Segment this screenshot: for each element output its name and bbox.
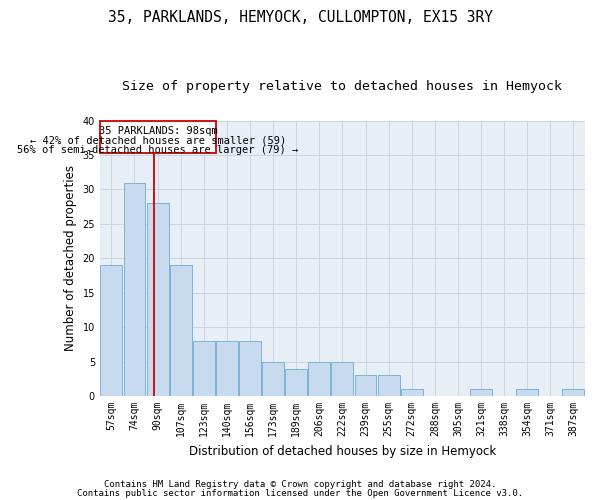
Bar — [470, 389, 492, 396]
X-axis label: Distribution of detached houses by size in Hemyock: Distribution of detached houses by size … — [189, 444, 496, 458]
Bar — [146, 203, 169, 396]
Bar — [562, 389, 584, 396]
Y-axis label: Number of detached properties: Number of detached properties — [64, 166, 77, 352]
FancyBboxPatch shape — [100, 120, 216, 153]
Bar — [262, 362, 284, 396]
Bar — [170, 265, 191, 396]
Bar — [239, 341, 261, 396]
Bar — [285, 368, 307, 396]
Text: 35 PARKLANDS: 98sqm: 35 PARKLANDS: 98sqm — [98, 126, 217, 136]
Bar — [216, 341, 238, 396]
Bar — [100, 265, 122, 396]
Bar — [124, 182, 145, 396]
Text: 56% of semi-detached houses are larger (79) →: 56% of semi-detached houses are larger (… — [17, 146, 299, 156]
Text: Contains public sector information licensed under the Open Government Licence v3: Contains public sector information licen… — [77, 490, 523, 498]
Bar — [331, 362, 353, 396]
Bar — [308, 362, 330, 396]
Text: ← 42% of detached houses are smaller (59): ← 42% of detached houses are smaller (59… — [30, 136, 286, 145]
Title: Size of property relative to detached houses in Hemyock: Size of property relative to detached ho… — [122, 80, 562, 93]
Bar — [401, 389, 422, 396]
Bar — [193, 341, 215, 396]
Bar — [355, 376, 376, 396]
Text: Contains HM Land Registry data © Crown copyright and database right 2024.: Contains HM Land Registry data © Crown c… — [104, 480, 496, 489]
Bar — [516, 389, 538, 396]
Bar — [377, 376, 400, 396]
Text: 35, PARKLANDS, HEMYOCK, CULLOMPTON, EX15 3RY: 35, PARKLANDS, HEMYOCK, CULLOMPTON, EX15… — [107, 10, 493, 25]
